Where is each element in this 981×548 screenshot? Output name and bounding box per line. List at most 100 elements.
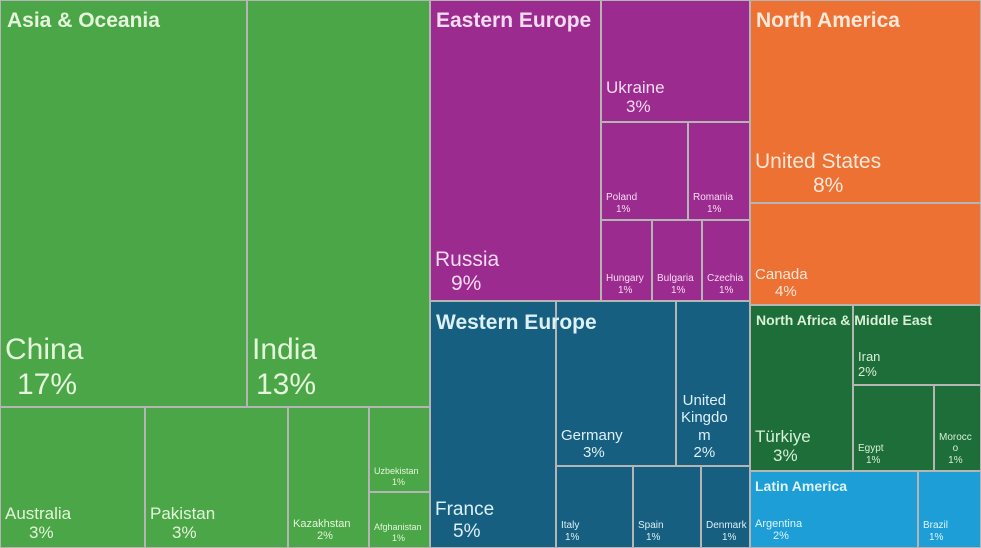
tile-united-kingdom[interactable]: United Kingdo m 2% bbox=[676, 301, 750, 466]
tile-hungary[interactable]: Hungary 1% bbox=[601, 220, 652, 301]
tile-label: Italy 1% bbox=[561, 520, 579, 543]
tile-label: Iran 2% bbox=[858, 349, 881, 380]
tile-label: Afghanistan 1% bbox=[374, 522, 422, 543]
tile-percent: 3% bbox=[626, 97, 651, 117]
tile-label: Argentina 2% bbox=[755, 518, 802, 543]
tile-ukraine[interactable]: Ukraine 3% bbox=[601, 0, 750, 122]
tile-label: Ukraine 3% bbox=[606, 78, 665, 117]
tile-label: Kazakhstan 2% bbox=[293, 518, 350, 543]
tile-australia[interactable]: Australia 3% bbox=[0, 407, 145, 548]
tile-percent: 1% bbox=[565, 531, 580, 543]
tile-egypt[interactable]: Egypt 1% bbox=[853, 385, 934, 471]
tile-name: China bbox=[5, 333, 84, 366]
tile-name: Morocc o bbox=[939, 431, 972, 455]
tile-label: Egypt 1% bbox=[858, 443, 884, 466]
tile-percent: 9% bbox=[451, 271, 482, 295]
tile-name: Hungary bbox=[606, 273, 644, 284]
tile-united-states[interactable]: United States 8% bbox=[750, 0, 981, 203]
tile-label: Poland 1% bbox=[606, 192, 637, 215]
tile-percent: 1% bbox=[948, 454, 963, 466]
tile-turkiye[interactable]: Türkiye 3% bbox=[750, 305, 853, 471]
tile-label: China 17% bbox=[5, 333, 83, 402]
tile-china[interactable]: China 17% bbox=[0, 0, 247, 407]
tile-label: Australia 3% bbox=[5, 504, 71, 543]
tile-label: Türkiye 3% bbox=[755, 427, 811, 466]
tile-poland[interactable]: Poland 1% bbox=[601, 122, 688, 220]
tile-percent: 1% bbox=[707, 203, 722, 215]
tile-name: France bbox=[435, 499, 495, 521]
tile-france[interactable]: France 5% bbox=[430, 301, 556, 548]
tile-percent: 2% bbox=[773, 530, 789, 543]
tile-label: United Kingdo m 2% bbox=[681, 392, 728, 461]
tile-name: Italy bbox=[561, 520, 580, 531]
tile-name: Argentina bbox=[755, 517, 803, 530]
tile-percent: 3% bbox=[29, 523, 54, 543]
tile-iran[interactable]: Iran 2% bbox=[853, 305, 981, 385]
tile-label: Morocc o 1% bbox=[939, 432, 972, 467]
tile-label: Czechia 1% bbox=[707, 273, 743, 296]
tile-uzbekistan[interactable]: Uzbekistan 1% bbox=[369, 407, 430, 492]
tile-percent: 3% bbox=[773, 446, 798, 466]
tile-percent: 1% bbox=[671, 284, 686, 296]
tile-percent: 1% bbox=[392, 532, 406, 543]
tile-denmark[interactable]: Denmark 1% bbox=[701, 466, 750, 548]
tile-name: Denmark bbox=[706, 520, 747, 531]
tile-label: Canada 4% bbox=[755, 266, 808, 301]
tile-label: France 5% bbox=[435, 499, 494, 543]
tile-label: Germany 3% bbox=[561, 427, 623, 462]
tile-name: Romania bbox=[693, 192, 734, 203]
tile-name: Kazakhstan bbox=[293, 517, 351, 530]
tile-afghanistan[interactable]: Afghanistan 1% bbox=[369, 492, 430, 548]
tile-italy[interactable]: Italy 1% bbox=[556, 466, 633, 548]
tile-percent: 1% bbox=[866, 454, 881, 466]
tile-percent: 8% bbox=[813, 173, 844, 197]
tile-name: Germany bbox=[561, 426, 623, 444]
tile-morocco[interactable]: Morocc o 1% bbox=[934, 385, 981, 471]
tile-romania[interactable]: Romania 1% bbox=[688, 122, 750, 220]
tile-percent: 3% bbox=[583, 443, 605, 461]
tile-label: United States 8% bbox=[755, 150, 881, 198]
tile-label: Uzbekistan 1% bbox=[374, 466, 419, 487]
tile-india[interactable]: India 13% bbox=[247, 0, 430, 407]
tile-germany[interactable]: Germany 3% bbox=[556, 301, 676, 466]
tile-russia[interactable]: Russia 9% bbox=[430, 0, 601, 301]
tile-name: Bulgaria bbox=[657, 273, 694, 284]
tile-label: Romania 1% bbox=[693, 192, 733, 215]
tile-name: Türkiye bbox=[755, 426, 811, 446]
tile-name: Czechia bbox=[707, 273, 744, 284]
tile-bulgaria[interactable]: Bulgaria 1% bbox=[652, 220, 702, 301]
tile-label: Pakistan 3% bbox=[150, 504, 215, 543]
tile-name: Pakistan bbox=[150, 503, 216, 523]
tile-label: Hungary 1% bbox=[606, 273, 644, 296]
tile-name: Uzbekistan bbox=[374, 466, 419, 477]
tile-name: Egypt bbox=[858, 443, 884, 454]
tile-label: Bulgaria 1% bbox=[657, 273, 694, 296]
tile-czechia[interactable]: Czechia 1% bbox=[702, 220, 750, 301]
tile-label: Spain 1% bbox=[638, 520, 664, 543]
tile-label: India 13% bbox=[252, 333, 317, 402]
tile-name: Ukraine bbox=[606, 77, 665, 97]
tile-label: Russia 9% bbox=[435, 248, 499, 296]
tile-name: Russia bbox=[435, 247, 500, 271]
tile-percent: 3% bbox=[172, 523, 197, 543]
tile-name: Canada bbox=[755, 265, 808, 283]
tile-name: India bbox=[252, 333, 318, 366]
tile-name: Iran bbox=[858, 349, 881, 365]
tile-canada[interactable]: Canada 4% bbox=[750, 203, 981, 305]
tile-brazil[interactable]: Brazil 1% bbox=[918, 471, 981, 548]
tile-percent: 1% bbox=[722, 531, 737, 543]
tile-name: Spain bbox=[638, 520, 664, 531]
tile-percent: 13% bbox=[256, 367, 317, 401]
tile-percent: 2% bbox=[317, 530, 333, 543]
tile-name: Australia bbox=[5, 503, 72, 523]
tile-name: United Kingdo m bbox=[681, 392, 728, 444]
tile-label: Brazil 1% bbox=[923, 520, 948, 543]
tile-spain[interactable]: Spain 1% bbox=[633, 466, 701, 548]
tile-percent: 17% bbox=[17, 367, 78, 401]
tile-percent: 1% bbox=[618, 284, 633, 296]
tile-name: Afghanistan bbox=[374, 522, 422, 533]
tile-pakistan[interactable]: Pakistan 3% bbox=[145, 407, 288, 548]
tile-argentina[interactable]: Argentina 2% bbox=[750, 471, 918, 548]
tile-kazakhstan[interactable]: Kazakhstan 2% bbox=[288, 407, 369, 548]
